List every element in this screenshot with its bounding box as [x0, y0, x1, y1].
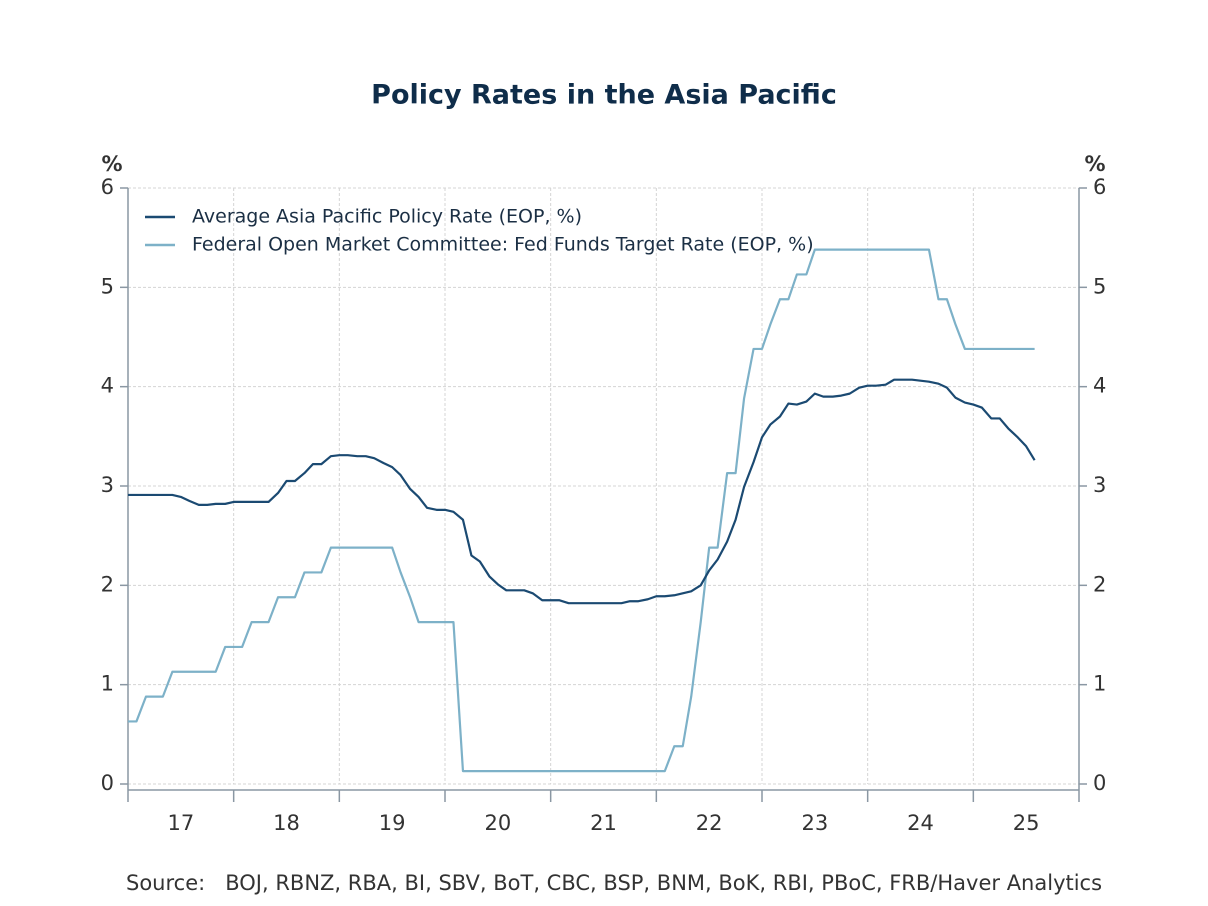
y2-tick-label: 2	[1093, 572, 1106, 596]
x-tick-label: 24	[907, 811, 934, 835]
source-note: Source: BOJ, RBNZ, RBA, BI, SBV, BoT, CB…	[126, 871, 1102, 895]
x-tick-label: 20	[484, 811, 511, 835]
y-tick-label: 6	[101, 175, 114, 199]
series-line	[128, 248, 1035, 773]
y-tick-label: 3	[101, 473, 114, 497]
x-tick-label: 19	[379, 811, 406, 835]
y-tick-label: 0	[101, 771, 114, 795]
x-tick-label: 23	[801, 811, 828, 835]
x-tick-label: 25	[1013, 811, 1040, 835]
y2-tick-label: 4	[1093, 374, 1106, 398]
chart-title: Policy Rates in the Asia Pacific	[371, 80, 837, 111]
y-tick-label: 5	[101, 274, 114, 298]
y2-tick-label: 3	[1093, 473, 1106, 497]
y-axis-label: %	[101, 152, 122, 176]
x-tick-label: 18	[273, 811, 300, 835]
y-tick-label: 2	[101, 572, 114, 596]
legend-label: Federal Open Market Committee: Fed Funds…	[192, 234, 814, 256]
y2-tick-label: 1	[1093, 672, 1106, 696]
x-tick-label: 22	[696, 811, 723, 835]
y-tick-label: 1	[101, 672, 114, 696]
y2-axis-label: %	[1084, 152, 1105, 176]
series-line	[128, 378, 1036, 605]
y2-tick-label: 6	[1093, 175, 1106, 199]
x-tick-label: 21	[590, 811, 617, 835]
y-tick-label: 4	[101, 374, 114, 398]
x-tick-label: 17	[167, 811, 194, 835]
y2-tick-label: 5	[1093, 274, 1106, 298]
legend-label: Average Asia Pacific Policy Rate (EOP, %…	[192, 206, 582, 228]
y2-tick-label: 0	[1093, 771, 1106, 795]
